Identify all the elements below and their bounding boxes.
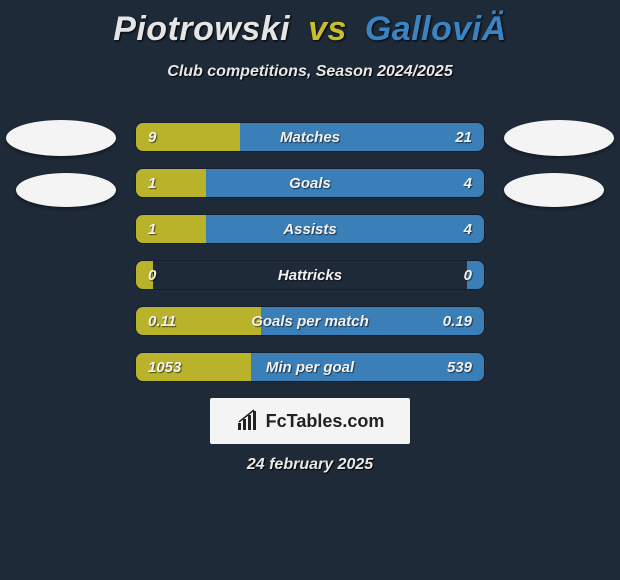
stat-rows: 921Matches14Goals14Assists00Hattricks0.1…: [135, 122, 485, 398]
stat-row: 921Matches: [135, 122, 485, 152]
player2-name: GalloviÄ: [365, 10, 507, 48]
stat-value-left: 9: [136, 123, 168, 151]
player1-name: Piotrowski: [113, 10, 290, 48]
stat-value-right: 4: [452, 169, 484, 197]
stat-label: Hattricks: [136, 261, 484, 289]
player2-club-badge: [504, 120, 614, 156]
stat-value-right: 0: [452, 261, 484, 289]
vs-label: vs: [308, 10, 347, 48]
stat-row: 1053539Min per goal: [135, 352, 485, 382]
season-subtitle: Club competitions, Season 2024/2025: [0, 63, 620, 81]
stat-value-left: 1: [136, 169, 168, 197]
logo-text: FcTables.com: [266, 411, 385, 432]
stat-value-right: 539: [435, 353, 484, 381]
player1-club-badge: [6, 120, 116, 156]
stat-row: 14Assists: [135, 214, 485, 244]
stat-value-left: 0.11: [136, 307, 188, 335]
stat-row: 0.110.19Goals per match: [135, 306, 485, 336]
comparison-title: Piotrowski vs GalloviÄ: [0, 0, 620, 49]
stat-value-left: 1: [136, 215, 168, 243]
player2-flag-badge: [504, 173, 604, 207]
player1-flag-badge: [16, 173, 116, 207]
snapshot-date: 24 february 2025: [0, 456, 620, 474]
stat-value-left: 0: [136, 261, 168, 289]
stat-value-left: 1053: [136, 353, 193, 381]
stat-bar-right: [206, 215, 484, 243]
stat-row: 0 0Hattricks: [135, 260, 485, 290]
stat-value-right: 21: [443, 123, 484, 151]
stat-value-right: 4: [452, 215, 484, 243]
chart-icon: [236, 409, 260, 433]
stat-row: 14Goals: [135, 168, 485, 198]
fctables-logo: FcTables.com: [210, 398, 410, 444]
stat-bar-right: [206, 169, 484, 197]
stat-value-right: 0.19: [431, 307, 484, 335]
